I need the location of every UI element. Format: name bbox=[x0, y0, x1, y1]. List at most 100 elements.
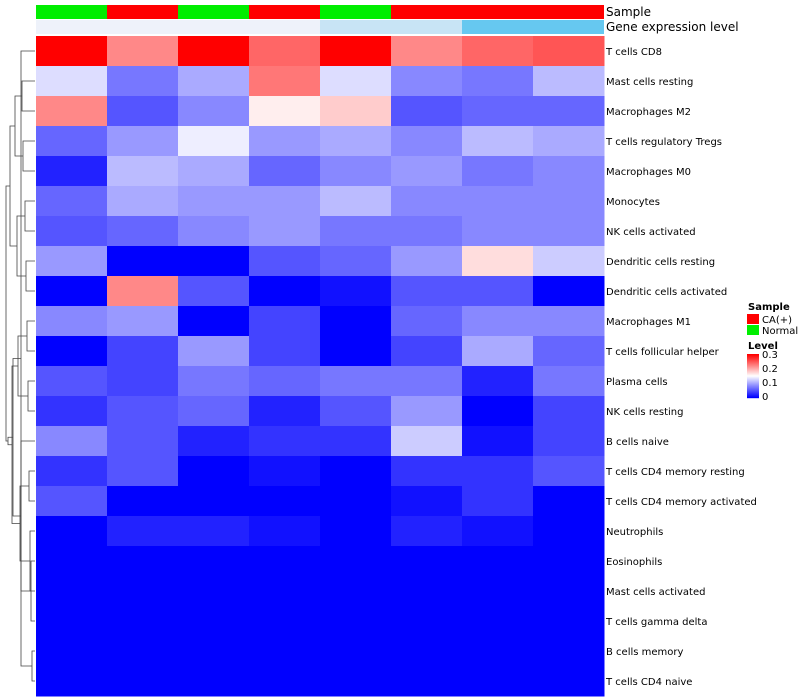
heatmap-cell bbox=[178, 216, 250, 247]
heatmap-cell bbox=[320, 546, 392, 577]
heatmap-cell bbox=[178, 366, 250, 397]
row-label: Dendritic cells resting bbox=[606, 257, 715, 268]
level-bar-segment bbox=[747, 365, 759, 367]
heatmap-cell bbox=[320, 156, 392, 187]
level-bar-segment bbox=[747, 372, 759, 374]
heatmap-cell bbox=[249, 516, 321, 547]
heatmap-cell bbox=[178, 276, 250, 307]
heatmap-cell bbox=[533, 396, 605, 427]
level-bar-segment bbox=[747, 366, 759, 368]
heatmap-cell bbox=[107, 216, 179, 247]
legend-level-tick-0: 0 bbox=[762, 392, 768, 403]
heatmap-cell bbox=[36, 336, 108, 367]
heatmap-cell bbox=[320, 96, 392, 127]
row-dendrogram bbox=[5, 50, 35, 682]
heatmap-cell bbox=[533, 156, 605, 187]
annotation-sample-2 bbox=[107, 5, 178, 19]
heatmap-cell bbox=[249, 666, 321, 697]
heatmap-cell bbox=[320, 306, 392, 337]
row-label: Macrophages M1 bbox=[606, 317, 691, 328]
heatmap-cell bbox=[107, 426, 179, 457]
legend-label-normal: Normal bbox=[762, 326, 798, 337]
heatmap-cell bbox=[249, 636, 321, 667]
heatmap-cell bbox=[391, 216, 463, 247]
level-bar-segment bbox=[747, 376, 759, 378]
heatmap-cell bbox=[533, 516, 605, 547]
heatmap-cell bbox=[178, 66, 250, 97]
heatmap-cell bbox=[462, 606, 534, 637]
heatmap-cell bbox=[107, 546, 179, 577]
heatmap-cell bbox=[391, 336, 463, 367]
heatmap-cell bbox=[107, 366, 179, 397]
row-label: Macrophages M2 bbox=[606, 107, 691, 118]
heatmap-cell bbox=[391, 666, 463, 697]
heatmap-cell bbox=[462, 366, 534, 397]
level-bar-segment bbox=[747, 394, 759, 396]
heatmap-cell bbox=[36, 366, 108, 397]
annotation-sample-8 bbox=[533, 5, 604, 19]
heatmap-cell bbox=[320, 636, 392, 667]
heatmap-cell bbox=[462, 96, 534, 127]
row-label: B cells memory bbox=[606, 647, 683, 658]
heatmap-cell bbox=[462, 186, 534, 217]
heatmap-cell bbox=[36, 516, 108, 547]
heatmap-cell bbox=[36, 306, 108, 337]
heatmap-cell bbox=[533, 186, 605, 217]
heatmap-cell bbox=[320, 276, 392, 307]
heatmap-cell bbox=[107, 336, 179, 367]
annotation-sample-5 bbox=[320, 5, 391, 19]
level-bar-segment bbox=[747, 395, 759, 397]
level-bar-segment bbox=[747, 370, 759, 372]
dendrogram-branch bbox=[17, 335, 28, 397]
annotation-gene-expression-1 bbox=[36, 20, 107, 34]
heatmap-cell bbox=[107, 666, 179, 697]
level-bar-segment bbox=[747, 356, 759, 358]
dendrogram-branch bbox=[27, 380, 35, 412]
heatmap-cell bbox=[178, 516, 250, 547]
row-label: T cells CD4 naive bbox=[605, 677, 692, 688]
heatmap-cell bbox=[391, 396, 463, 427]
dendrogram-branch bbox=[25, 260, 35, 292]
row-label: Monocytes bbox=[606, 197, 660, 208]
heatmap-cell bbox=[533, 606, 605, 637]
heatmap-cell bbox=[178, 486, 250, 517]
heatmap-cell bbox=[178, 156, 250, 187]
heatmap-cell bbox=[533, 306, 605, 337]
level-bar-segment bbox=[747, 381, 759, 383]
heatmap-cell bbox=[320, 396, 392, 427]
annotation-label-sample: Sample bbox=[606, 5, 651, 19]
row-label: T cells gamma delta bbox=[605, 617, 707, 628]
heatmap-cell bbox=[462, 216, 534, 247]
heatmap-cell bbox=[107, 276, 179, 307]
heatmap-cell bbox=[533, 666, 605, 697]
row-label: Neutrophils bbox=[606, 527, 663, 538]
heatmap-cell bbox=[249, 126, 321, 157]
heatmap-cell bbox=[107, 486, 179, 517]
column-annotations bbox=[36, 5, 604, 34]
heatmap-cell bbox=[178, 396, 250, 427]
heatmap-cell bbox=[249, 546, 321, 577]
heatmap-cell bbox=[320, 366, 392, 397]
heatmap-cell bbox=[533, 576, 605, 607]
heatmap-cell bbox=[107, 96, 179, 127]
heatmap-cell bbox=[36, 666, 108, 697]
heatmap-cell bbox=[320, 36, 392, 67]
heatmap-cell bbox=[107, 156, 179, 187]
level-bar-segment bbox=[747, 354, 759, 356]
heatmap-cell bbox=[249, 486, 321, 517]
annotation-gene-expression-5 bbox=[320, 20, 391, 34]
heatmap-cell bbox=[391, 246, 463, 277]
heatmap-cell bbox=[36, 186, 108, 217]
heatmap-cell bbox=[178, 336, 250, 367]
row-label: B cells naive bbox=[606, 437, 669, 448]
annotation-gene-expression-8 bbox=[533, 20, 604, 34]
heatmap-cell bbox=[178, 246, 250, 277]
legend-level-title: Level bbox=[748, 341, 778, 352]
level-bar-segment bbox=[747, 361, 759, 363]
heatmap-cell bbox=[36, 36, 108, 67]
heatmap-cell bbox=[533, 126, 605, 157]
legend-level-tick-02: 0.2 bbox=[762, 364, 778, 375]
heatmap-cell bbox=[462, 276, 534, 307]
heatmap-cell bbox=[533, 366, 605, 397]
heatmap-cell bbox=[462, 396, 534, 427]
